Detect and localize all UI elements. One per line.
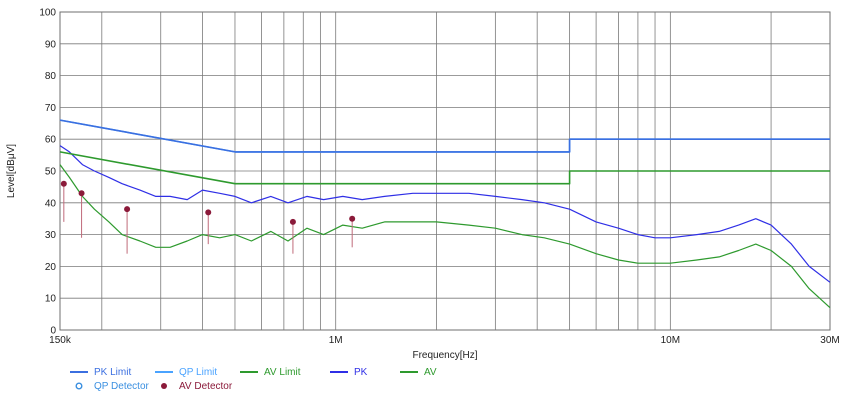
series-line-pk (59, 145, 831, 283)
y-tick-label: 60 (45, 135, 57, 146)
av-detector-point (205, 209, 212, 216)
y-tick-label: 20 (45, 262, 57, 273)
x-tick-label: 10M (661, 335, 680, 346)
series-line-av-limit (59, 151, 830, 185)
x-axis-title: Frequency[Hz] (412, 350, 477, 361)
legend-label: PK Limit (94, 367, 131, 378)
y-tick-label: 70 (45, 103, 57, 114)
y-tick-label: 30 (45, 230, 57, 241)
x-axis-ticks: 150k 1M 10M 30M (49, 335, 840, 346)
y-tick-label: 100 (39, 8, 56, 19)
series-line-av (59, 164, 831, 309)
y-tick-label: 10 (45, 294, 57, 305)
av-detector-point (349, 215, 356, 222)
legend-label: AV Limit (264, 367, 301, 378)
y-tick-label: 40 (45, 198, 57, 209)
series-line-pk-limit (59, 119, 830, 153)
y-axis-title: Level[dBμV] (6, 144, 17, 198)
legend-swatch (161, 383, 167, 389)
x-tick-label: 150k (49, 335, 72, 346)
plot-area (59, 11, 831, 331)
x-tick-label: 30M (820, 335, 839, 346)
av-detector-point (124, 206, 131, 213)
y-tick-label: 90 (45, 39, 57, 50)
av-detector-point (289, 218, 296, 225)
x-tick-label: 1M (329, 335, 343, 346)
legend-label: QP Limit (179, 367, 217, 378)
y-axis-ticks: 0 10 20 30 40 50 60 70 80 90 100 (39, 8, 56, 337)
legend-swatch (75, 382, 83, 390)
legend-label: QP Detector (94, 381, 150, 392)
av-detector-point (78, 190, 85, 197)
y-tick-label: 50 (45, 167, 57, 178)
y-tick-label: 0 (50, 326, 56, 337)
legend-label: PK (354, 367, 368, 378)
series-group (59, 119, 831, 309)
av-detector-point (60, 180, 67, 187)
legend-label: AV Detector (179, 381, 233, 392)
y-tick-label: 80 (45, 71, 57, 82)
legend-label: AV (424, 367, 437, 378)
legend: PK Limit QP Limit AV Limit PK AV QP Detector A… (70, 367, 437, 392)
detector-group (60, 180, 356, 254)
